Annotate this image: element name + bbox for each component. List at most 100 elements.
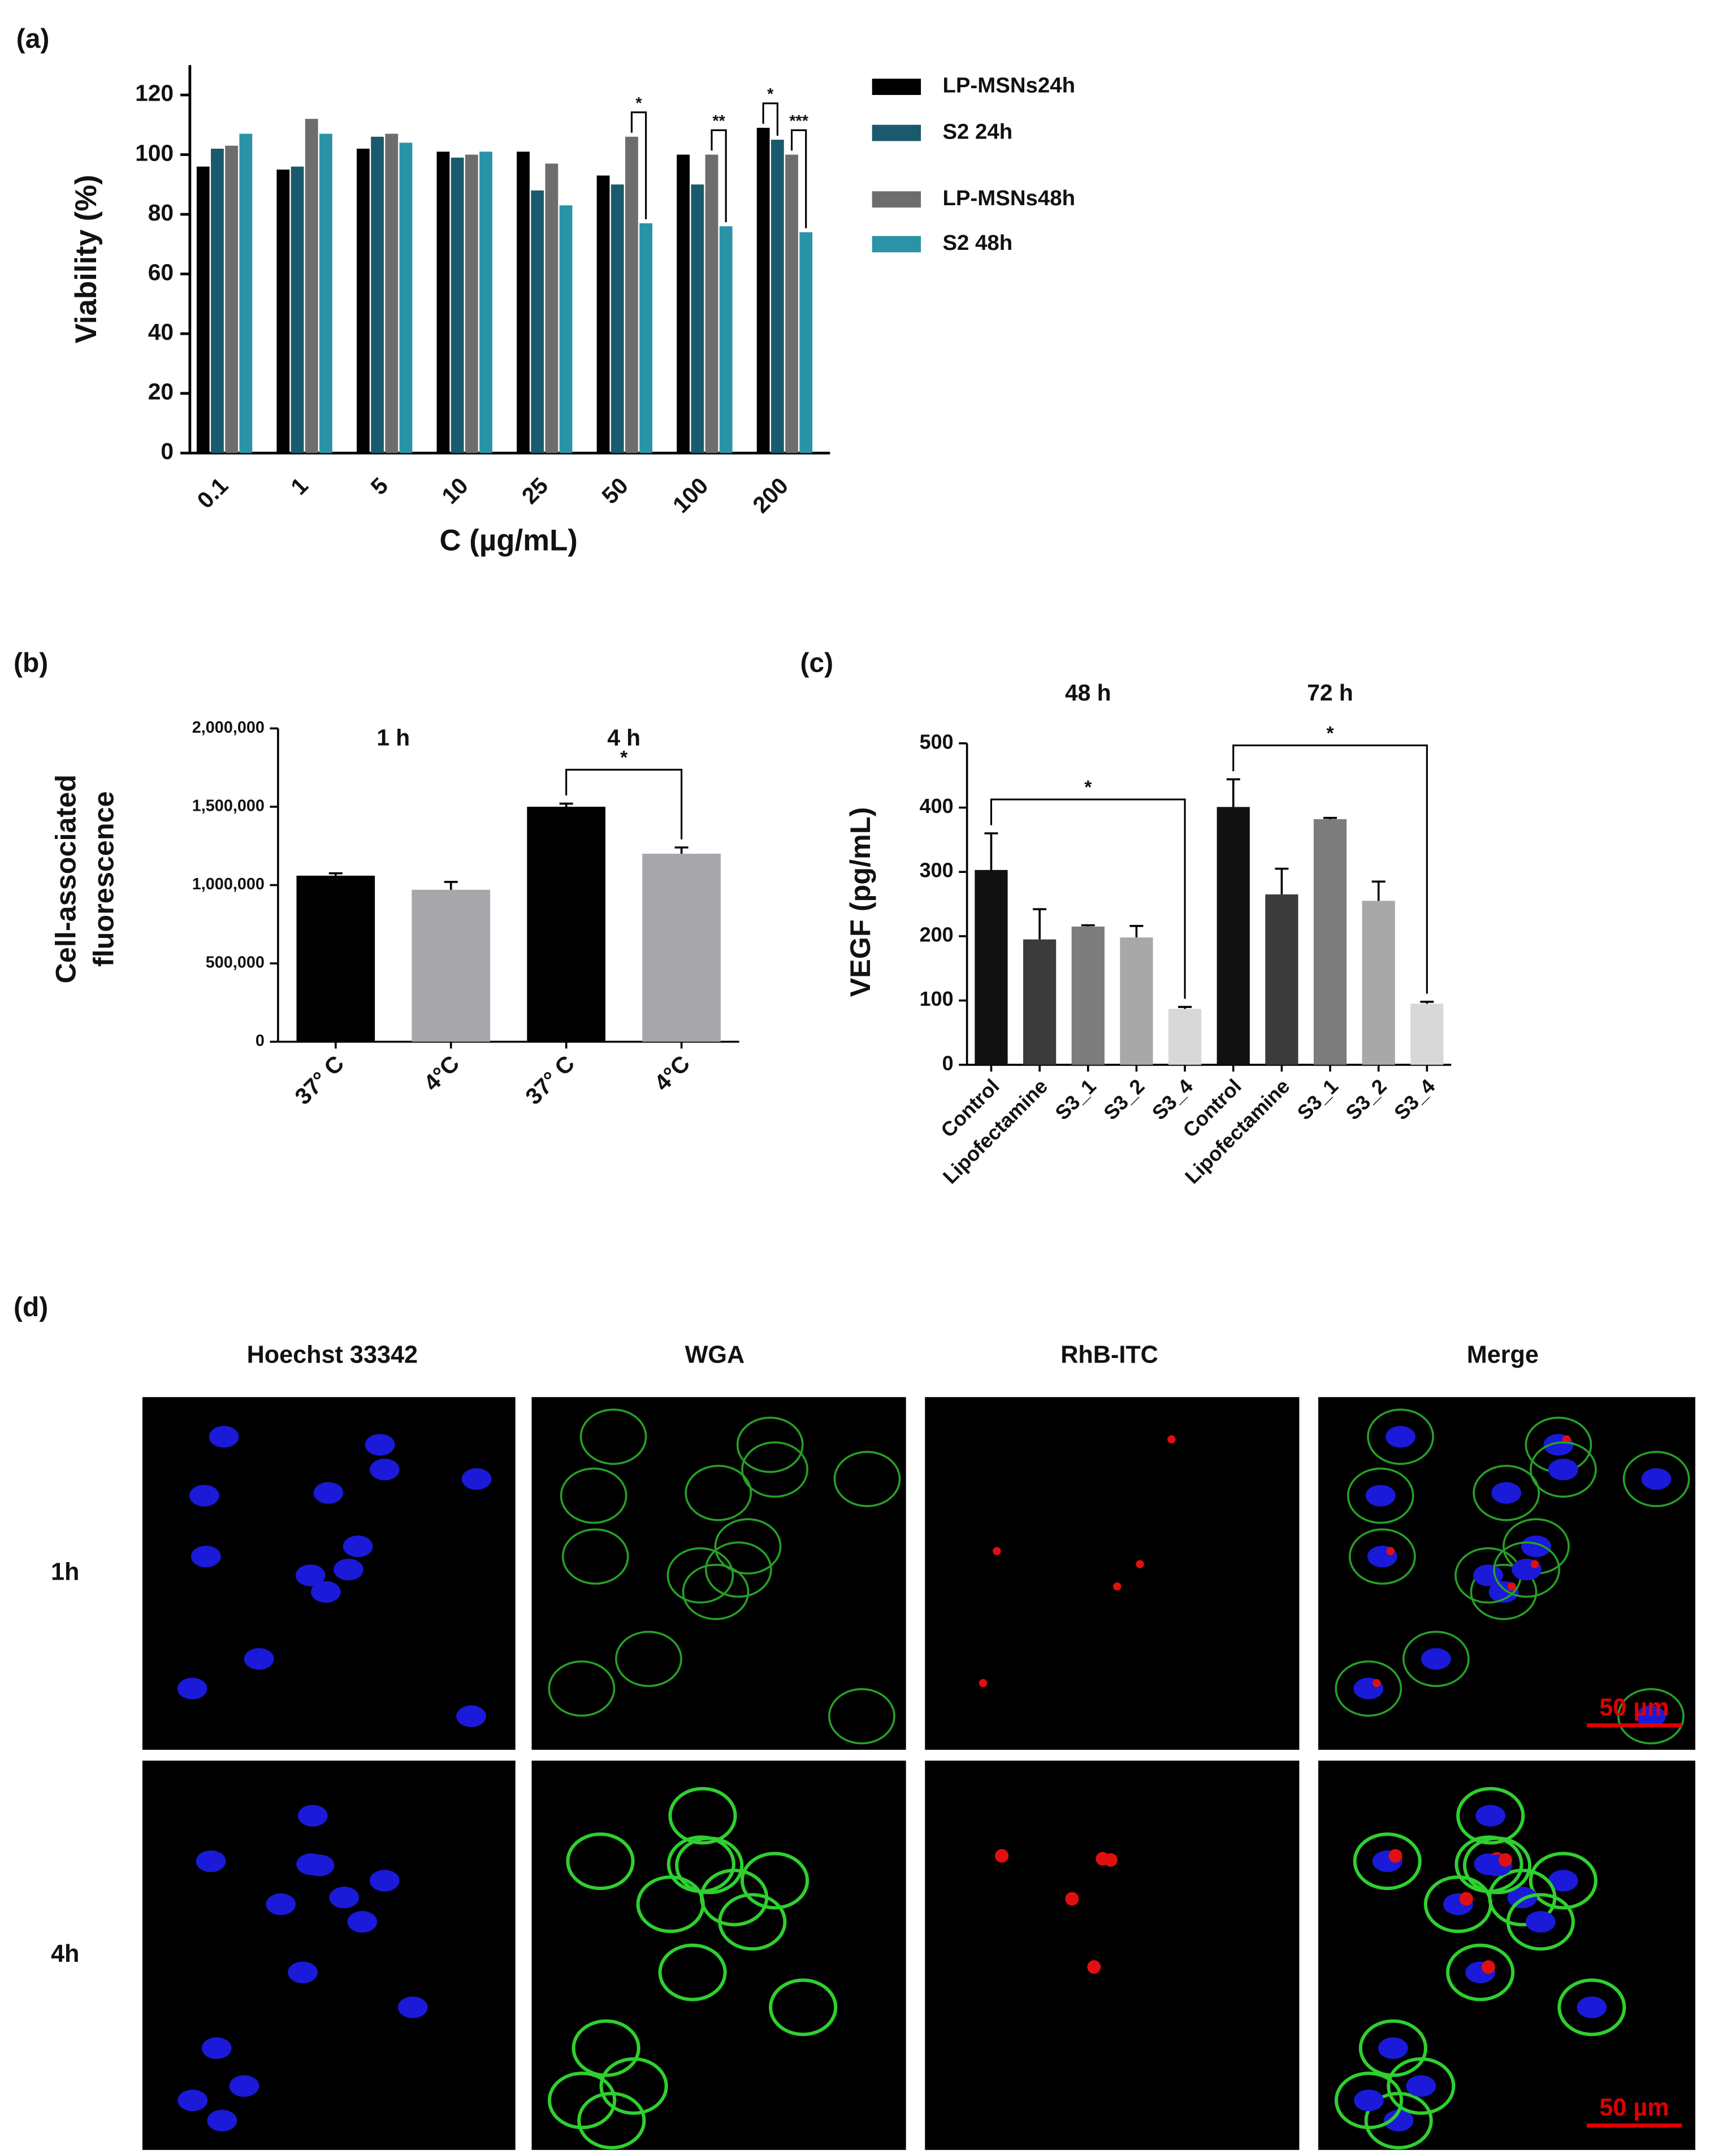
bar: [545, 163, 559, 453]
membrane: [1335, 1660, 1402, 1717]
error-bar: [559, 802, 573, 807]
nucleus: [1354, 2089, 1384, 2112]
bar: [1265, 894, 1298, 1065]
membrane: [599, 2057, 668, 2115]
nucleus: [191, 1545, 221, 1568]
membrane: [1423, 1875, 1493, 1934]
nucleus: [1548, 1459, 1578, 1481]
particle: [1388, 1849, 1402, 1863]
membrane: [1462, 1836, 1532, 1895]
y-tick-label: 120: [135, 80, 174, 106]
membrane: [1348, 1528, 1416, 1585]
significance-bracket: [790, 129, 807, 228]
bar: [1410, 1004, 1444, 1065]
bar: [1071, 926, 1105, 1065]
group-label: 72 h: [1307, 680, 1353, 706]
bar: [625, 136, 638, 453]
bar: [412, 889, 491, 1042]
y-tick-label: 200: [920, 923, 954, 946]
bar: [319, 133, 332, 453]
bar: [465, 154, 478, 453]
particle: [1459, 1892, 1473, 1906]
significance-bracket: [762, 102, 778, 136]
error-bar: [674, 846, 689, 854]
y-tick-label: 100: [135, 140, 174, 166]
membrane: [718, 1893, 787, 1951]
bar: [677, 154, 690, 453]
y-tick-label: 80: [148, 200, 174, 226]
nucleus: [177, 1677, 207, 1699]
nucleus: [1491, 1482, 1522, 1504]
nucleus: [1378, 2037, 1408, 2059]
membrane: [1347, 1467, 1414, 1524]
micrograph: [925, 1761, 1300, 2150]
panel-label: (a): [16, 24, 50, 54]
nucleus: [1473, 1564, 1503, 1586]
nucleus: [266, 1893, 296, 1915]
error-bar: [1129, 924, 1144, 938]
significance-label: **: [712, 113, 725, 131]
particle: [1530, 1560, 1539, 1568]
bar: [479, 152, 492, 453]
membrane: [615, 1630, 682, 1688]
bar: [385, 133, 399, 453]
significance-bracket: [711, 129, 727, 223]
legend-label: S2 48h: [942, 231, 1012, 255]
bar: [296, 875, 375, 1042]
x-tick-label: 37° C: [289, 1050, 349, 1110]
nucleus: [1406, 2075, 1436, 2097]
y-tick-label: 500: [920, 730, 954, 753]
bar: [1168, 1009, 1202, 1065]
group-label: 4 h: [607, 724, 640, 750]
membrane: [1446, 1943, 1515, 2001]
particle: [1113, 1582, 1122, 1591]
x-tick-label: 200: [747, 473, 793, 518]
y-tick-label: 2,000,000: [192, 719, 265, 737]
nucleus: [178, 2089, 208, 2112]
nucleus: [297, 1805, 328, 1827]
membrane: [658, 1943, 727, 2001]
membrane: [636, 1875, 705, 1934]
y-tick-label: 1,500,000: [192, 797, 265, 815]
nucleus: [244, 1648, 274, 1670]
nucleus: [1383, 2109, 1414, 2132]
membrane: [1402, 1630, 1470, 1688]
bar: [1313, 819, 1347, 1065]
x-tick-label: S3_4: [1389, 1074, 1439, 1124]
membrane: [1473, 1464, 1540, 1521]
nucleus: [209, 1426, 239, 1448]
column-header: WGA: [685, 1342, 745, 1369]
legend-label: S2 24h: [942, 119, 1012, 144]
bar: [799, 232, 813, 453]
nucleus: [310, 1581, 341, 1603]
x-tick-label: 25: [517, 473, 553, 509]
membrane: [675, 1836, 744, 1895]
x-tick-label: 4°C: [649, 1050, 695, 1096]
nucleus: [288, 1961, 318, 1983]
y-axis-label: VEGF (pg/mL): [844, 807, 876, 997]
membrane: [1353, 1832, 1422, 1891]
micrograph: [531, 1397, 906, 1750]
nucleus: [1421, 1648, 1451, 1670]
bar: [975, 870, 1008, 1065]
y-tick-label: 300: [920, 859, 954, 882]
significance-label: ***: [789, 113, 808, 131]
nucleus: [347, 1911, 378, 1933]
legend-label: LP-MSNs48h: [942, 186, 1075, 210]
nucleus: [329, 1887, 360, 1909]
membrane: [666, 1547, 734, 1604]
column-header: Merge: [1467, 1342, 1539, 1369]
scale-bar-label: 50 µm: [1599, 1694, 1669, 1721]
bar: [196, 166, 210, 453]
error-bar: [984, 832, 998, 870]
x-tick-label: 0.1: [192, 473, 233, 514]
bar: [1217, 807, 1250, 1065]
x-tick-label: 50: [596, 473, 633, 509]
y-tick-label: 1,000,000: [192, 875, 265, 893]
x-tick-label: 10: [436, 473, 473, 509]
membrane: [577, 2091, 646, 2149]
legend-swatch: [872, 79, 921, 95]
particle: [993, 1547, 1001, 1555]
significance-label: *: [635, 94, 642, 113]
